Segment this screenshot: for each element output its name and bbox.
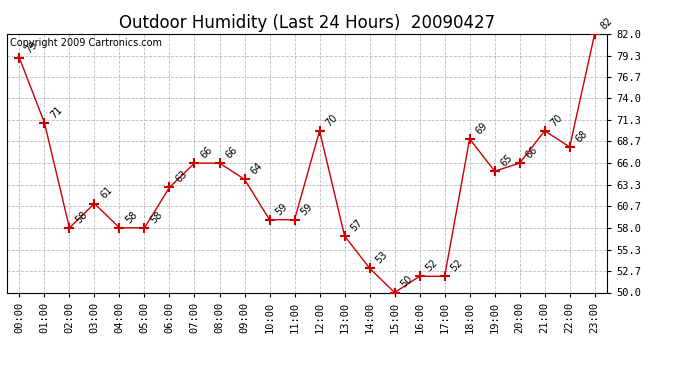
- Text: 82: 82: [599, 15, 615, 31]
- Text: 79: 79: [23, 39, 39, 55]
- Text: 64: 64: [248, 161, 264, 177]
- Text: 57: 57: [348, 217, 364, 233]
- Text: 70: 70: [549, 112, 564, 128]
- Text: 58: 58: [74, 209, 90, 225]
- Text: 70: 70: [324, 112, 339, 128]
- Text: 53: 53: [374, 250, 390, 266]
- Text: 52: 52: [424, 258, 440, 273]
- Text: 66: 66: [524, 145, 540, 160]
- Text: 71: 71: [48, 104, 64, 120]
- Text: 65: 65: [499, 153, 515, 168]
- Text: 52: 52: [448, 258, 464, 273]
- Text: 50: 50: [399, 274, 415, 290]
- Text: 63: 63: [174, 169, 189, 184]
- Text: 58: 58: [148, 209, 164, 225]
- Text: 66: 66: [224, 145, 239, 160]
- Text: 59: 59: [274, 201, 290, 217]
- Text: 61: 61: [99, 185, 115, 201]
- Title: Outdoor Humidity (Last 24 Hours)  20090427: Outdoor Humidity (Last 24 Hours) 2009042…: [119, 14, 495, 32]
- Text: Copyright 2009 Cartronics.com: Copyright 2009 Cartronics.com: [10, 38, 162, 48]
- Text: 66: 66: [199, 145, 215, 160]
- Text: 58: 58: [124, 209, 139, 225]
- Text: 59: 59: [299, 201, 315, 217]
- Text: 68: 68: [574, 129, 589, 144]
- Text: 69: 69: [474, 120, 489, 136]
